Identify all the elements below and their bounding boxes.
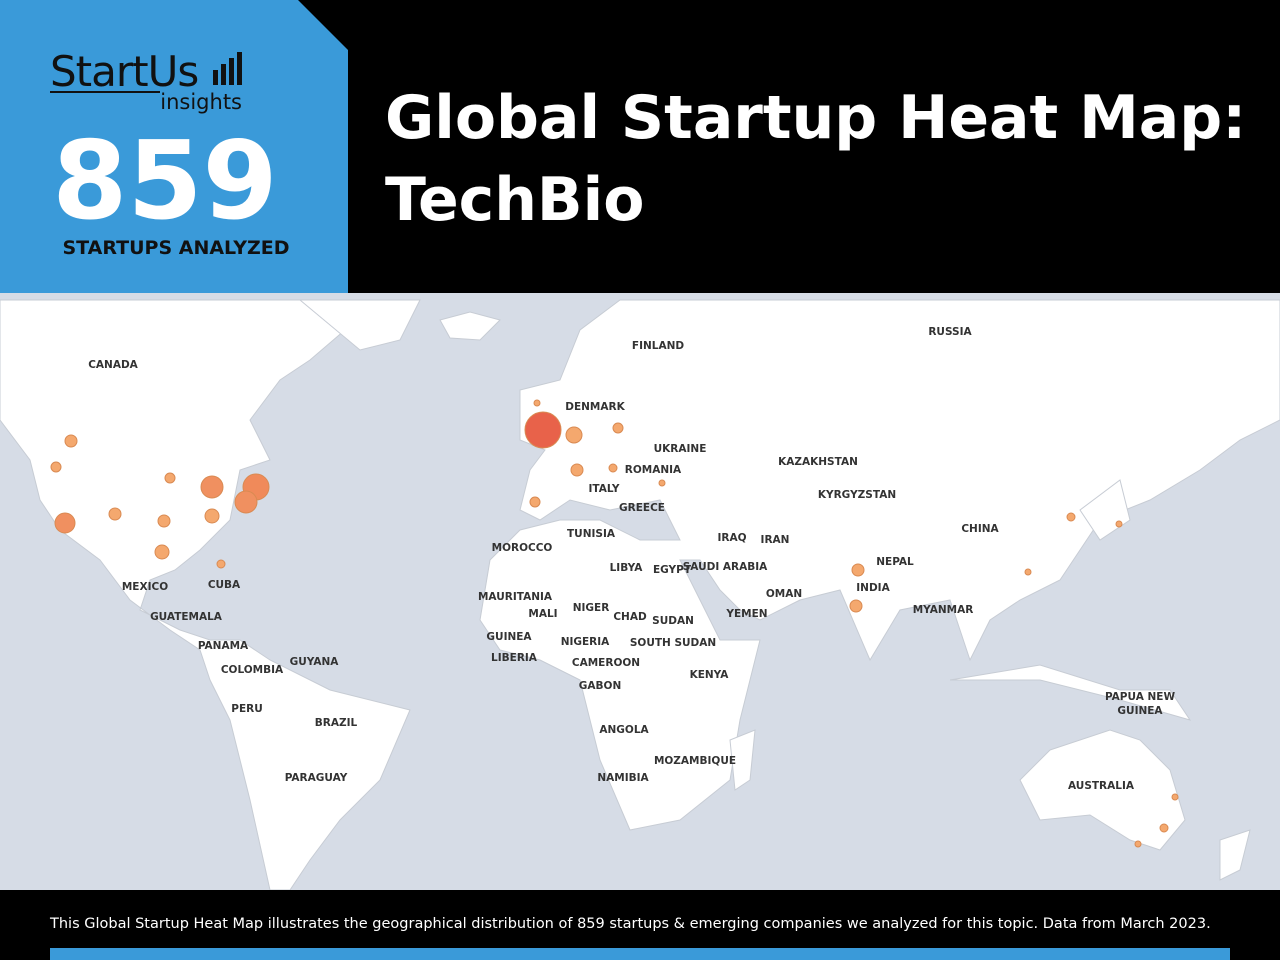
title-line: TechBio <box>385 165 644 235</box>
country-label: GUYANA <box>290 656 340 668</box>
country-label: CHINA <box>961 523 999 535</box>
country-label: UKRAINE <box>654 443 707 455</box>
country-labels: CANADA FINLAND RUSSIA DENMARK UKRAINE ROMANIA… <box>88 326 1175 792</box>
heat-bubble <box>533 399 541 407</box>
country-label: PANAMA <box>198 640 249 652</box>
country-label: MALI <box>528 608 557 620</box>
country-label: MEXICO <box>122 581 168 593</box>
heat-bubble <box>851 563 865 577</box>
country-label: MOROCCO <box>492 542 553 554</box>
brand-box <box>0 0 348 293</box>
country-label: MOZAMBIQUE <box>654 755 736 767</box>
heat-bubble <box>200 475 224 499</box>
country-label: SAUDI ARABIA <box>683 561 768 573</box>
country-label: RUSSIA <box>928 326 972 338</box>
country-label: IRAQ <box>717 532 746 544</box>
country-label: NEPAL <box>876 556 914 568</box>
country-label: SOUTH SUDAN <box>630 637 716 649</box>
heat-bubble <box>570 463 584 477</box>
country-label: ANGOLA <box>599 724 649 736</box>
country-label: PAPUA NEW <box>1105 691 1175 703</box>
country-label: GUINEA <box>486 631 532 643</box>
heat-bubble <box>216 559 226 569</box>
heat-bubble <box>54 512 76 534</box>
country-label: GREECE <box>619 502 665 514</box>
heat-bubble <box>1171 793 1179 801</box>
heat-bubble <box>1024 568 1032 576</box>
country-label: MAURITANIA <box>478 591 553 603</box>
country-label: ITALY <box>588 483 619 495</box>
heat-bubble <box>234 490 258 514</box>
count-label: STARTUPS ANALYZED <box>62 237 289 259</box>
country-label: COLOMBIA <box>221 664 284 676</box>
country-label: IRAN <box>761 534 790 546</box>
brand-sub: insights <box>160 90 242 114</box>
land <box>0 299 1280 891</box>
country-label: NIGER <box>573 602 610 614</box>
country-label: MYANMAR <box>913 604 974 616</box>
heat-bubble <box>658 479 666 487</box>
country-label: CANADA <box>88 359 138 371</box>
heat-bubble <box>1159 823 1169 833</box>
country-label: PARAGUAY <box>285 772 348 784</box>
country-label: CHAD <box>613 611 647 623</box>
footer-text: This Global Startup Heat Map illustrates… <box>49 916 1211 932</box>
country-label: YEMEN <box>725 608 767 620</box>
heat-bubble <box>608 463 618 473</box>
country-label: LIBYA <box>610 562 644 574</box>
country-label: NIGERIA <box>561 636 610 648</box>
heat-bubble <box>157 514 171 528</box>
brand-icon <box>213 52 242 85</box>
country-label: BRAZIL <box>315 717 358 729</box>
country-label: FINLAND <box>632 340 684 352</box>
heat-bubble <box>64 434 78 448</box>
country-label: CAMEROON <box>572 657 640 669</box>
country-label: KYRGYZSTAN <box>818 489 896 501</box>
country-label: SUDAN <box>652 615 694 627</box>
country-label: AUSTRALIA <box>1068 780 1135 792</box>
heat-bubbles <box>50 399 1179 848</box>
heat-bubble <box>204 508 220 524</box>
country-label: TUNISIA <box>567 528 616 540</box>
heat-bubble <box>529 496 541 508</box>
heat-bubble <box>50 461 62 473</box>
country-label: KAZAKHSTAN <box>778 456 858 468</box>
country-label: LIBERIA <box>491 652 538 664</box>
country-label: ROMANIA <box>625 464 682 476</box>
country-label: GUINEA <box>1117 705 1163 717</box>
heat-bubble <box>849 599 863 613</box>
heat-bubble <box>108 507 122 521</box>
heat-bubble <box>164 472 176 484</box>
country-label: GUATEMALA <box>150 611 223 623</box>
heat-bubble <box>1134 840 1142 848</box>
country-label: EGYPT <box>653 564 692 576</box>
heat-bubble <box>565 426 583 444</box>
country-label: KENYA <box>690 669 730 681</box>
heat-bubble <box>524 411 562 449</box>
country-label: CUBA <box>208 579 241 591</box>
startup-count: 859 <box>52 119 277 244</box>
heat-bubble <box>1066 512 1076 522</box>
footer-accent <box>50 948 1230 960</box>
heat-bubble <box>154 544 170 560</box>
country-label: DENMARK <box>565 401 625 413</box>
country-label: INDIA <box>856 582 890 594</box>
country-label: GABON <box>579 680 621 692</box>
country-label: PERU <box>231 703 262 715</box>
brand-name: StartUs <box>50 47 198 96</box>
heat-bubble <box>612 422 624 434</box>
heat-bubble <box>1115 520 1123 528</box>
country-label: OMAN <box>766 588 802 600</box>
country-label: NAMIBIA <box>597 772 649 784</box>
title-line: Global Startup Heat Map: <box>385 83 1246 153</box>
